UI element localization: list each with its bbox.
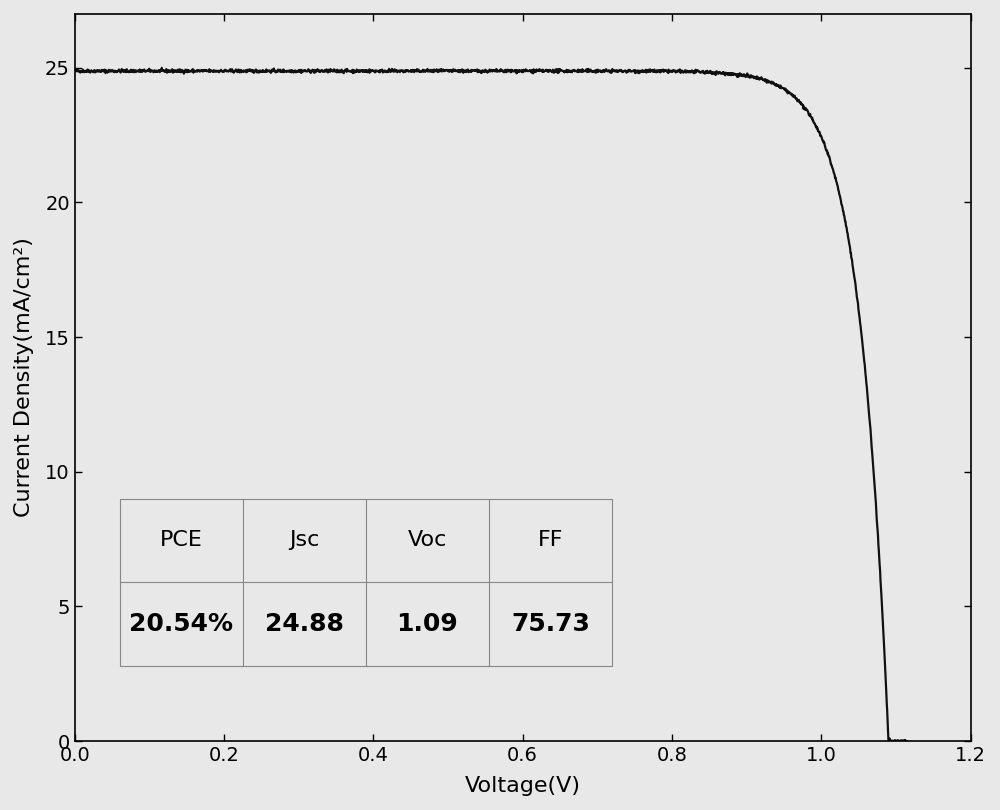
Text: PCE: PCE — [160, 531, 203, 551]
Text: 75.73: 75.73 — [511, 612, 590, 636]
Text: Voc: Voc — [408, 531, 447, 551]
X-axis label: Voltage(V): Voltage(V) — [465, 776, 581, 796]
Y-axis label: Current Density(mA/cm²): Current Density(mA/cm²) — [14, 237, 34, 518]
Text: 1.09: 1.09 — [397, 612, 458, 636]
Text: 24.88: 24.88 — [265, 612, 344, 636]
Text: FF: FF — [538, 531, 563, 551]
Text: 20.54%: 20.54% — [129, 612, 233, 636]
Text: Jsc: Jsc — [289, 531, 319, 551]
Bar — [120, 499, 612, 666]
